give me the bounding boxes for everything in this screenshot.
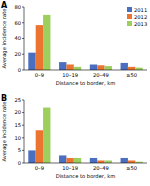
y-tick-label: 40: [14, 35, 21, 41]
bar: [105, 160, 112, 163]
legend: 201120122013: [127, 7, 147, 27]
bar: [90, 158, 97, 163]
bar: [59, 62, 66, 70]
bar: [121, 63, 128, 70]
x-tick-label: 0–9: [35, 165, 44, 171]
x-tick-label: ≥50: [126, 165, 137, 171]
y-axis: [24, 100, 25, 163]
y-tick-label: 20: [14, 109, 21, 115]
legend-label: 2012: [134, 14, 147, 20]
bar: [97, 160, 104, 163]
bar: [43, 108, 50, 163]
figure: AAverage incidence rate0204060800–910–19…: [0, 0, 150, 186]
y-tick-label: 10: [14, 135, 21, 141]
bar: [43, 15, 50, 70]
x-tick-label: ≥50: [126, 72, 137, 78]
x-axis: [24, 163, 147, 164]
y-tick-label: 5: [18, 147, 21, 153]
y-axis: [24, 7, 25, 70]
legend-label: 2011: [134, 7, 147, 13]
legend-swatch: [127, 7, 132, 12]
y-tick-label: 15: [14, 122, 21, 128]
x-axis-label: Distance to border, km: [56, 173, 116, 179]
x-tick-label: 10–19: [62, 72, 78, 78]
bars: [28, 15, 142, 70]
panel: AAverage incidence rate0204060800–910–19…: [1, 1, 147, 86]
y-tick-label: 80: [14, 4, 21, 10]
bar: [74, 158, 81, 163]
y-tick-label: 20: [14, 51, 21, 57]
legend-swatch: [127, 21, 132, 26]
legend-label: 2013: [134, 21, 147, 27]
y-axis-label: Average incidence rate: [1, 9, 8, 69]
bar: [66, 64, 73, 70]
x-tick-label: 0–9: [35, 72, 44, 78]
bar: [128, 67, 135, 70]
bar: [128, 160, 135, 163]
y-axis-label: Average incidence rate: [1, 102, 8, 162]
x-tick-label: 20–49: [93, 165, 109, 171]
bar: [28, 53, 35, 70]
bar: [105, 66, 112, 70]
bar: [74, 67, 81, 70]
bar: [36, 130, 43, 163]
bar: [36, 25, 43, 70]
y-tick-label: 60: [14, 20, 21, 26]
y-tick-label: 0: [18, 67, 21, 73]
x-tick-label: 20–49: [93, 72, 109, 78]
legend-swatch: [127, 14, 132, 19]
bar: [59, 155, 66, 163]
bars: [28, 108, 142, 163]
x-axis: [24, 70, 147, 71]
bar: [90, 64, 97, 70]
bar: [66, 158, 73, 163]
y-tick-label: 25: [14, 97, 21, 103]
bar: [135, 68, 142, 70]
x-tick-label: 10–19: [62, 165, 78, 171]
x-axis-label: Distance to border, km: [56, 80, 116, 86]
bar: [121, 158, 128, 163]
bar: [97, 65, 104, 70]
panel: BAverage incidence rate05101520250–910–1…: [1, 94, 147, 179]
bar: [28, 150, 35, 163]
y-tick-label: 0: [18, 160, 21, 166]
